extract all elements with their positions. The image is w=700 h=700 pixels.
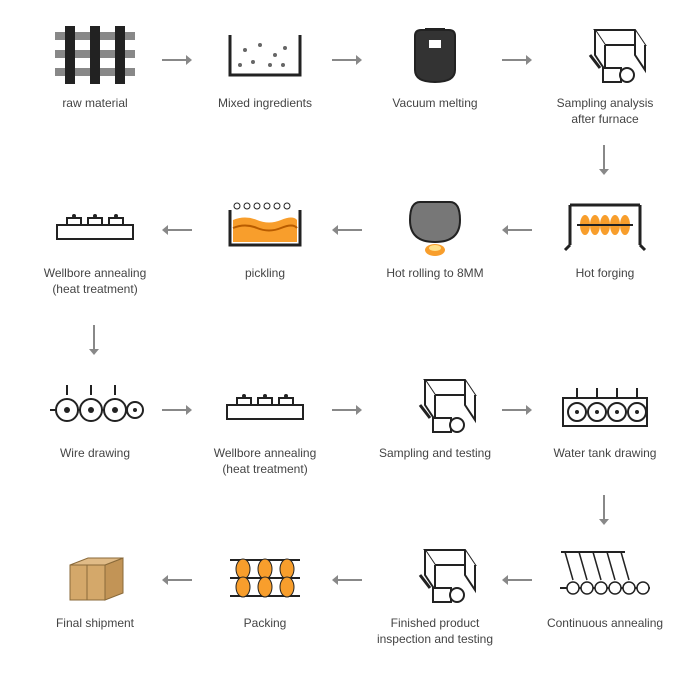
vacuum-melting-icon [385, 20, 485, 90]
final-shipment-label: Final shipment [20, 616, 170, 632]
hot-forging-icon [555, 190, 655, 260]
arrow-7 [87, 325, 101, 361]
sampling-testing-label: Sampling and testing [360, 446, 510, 462]
raw-material-label: raw material [20, 96, 170, 112]
wellbore-annealing-1-icon [45, 190, 145, 260]
pickling-icon [215, 190, 315, 260]
vacuum-melting-label: Vacuum melting [360, 96, 510, 112]
wellbore-annealing-2-icon [215, 370, 315, 440]
arrow-11 [597, 495, 611, 531]
step-wire-drawing: Wire drawing [20, 370, 170, 462]
hot-forging-label: Hot forging [530, 266, 680, 282]
wellbore-annealing-2-label: Wellbore annealing(heat treatment) [190, 446, 340, 477]
arrow-3 [597, 145, 611, 181]
sampling-analysis-icon [555, 20, 655, 90]
arrow-2 [502, 50, 532, 73]
step-wellbore-annealing-1: Wellbore annealing(heat treatment) [20, 190, 170, 297]
continuous-annealing-label: Continuous annealing [530, 616, 680, 632]
arrow-0 [162, 50, 192, 73]
arrow-1 [332, 50, 362, 73]
raw-material-icon [45, 20, 145, 90]
step-final-shipment: Final shipment [20, 540, 170, 632]
arrow-10 [502, 400, 532, 423]
final-shipment-icon [45, 540, 145, 610]
step-mixed-ingredients: Mixed ingredients [190, 20, 340, 112]
finished-inspection-icon [385, 540, 485, 610]
step-sampling-analysis: Sampling analysisafter furnace [530, 20, 680, 127]
mixed-ingredients-icon [215, 20, 315, 90]
wire-drawing-label: Wire drawing [20, 446, 170, 462]
sampling-analysis-label: Sampling analysisafter furnace [530, 96, 680, 127]
finished-inspection-label: Finished productinspection and testing [360, 616, 510, 647]
step-water-tank-drawing: Water tank drawing [530, 370, 680, 462]
step-hot-rolling: Hot rolling to 8MM [360, 190, 510, 282]
hot-rolling-label: Hot rolling to 8MM [360, 266, 510, 282]
arrow-5 [332, 220, 362, 243]
step-raw-material: raw material [20, 20, 170, 112]
arrow-9 [332, 400, 362, 423]
step-wellbore-annealing-2: Wellbore annealing(heat treatment) [190, 370, 340, 477]
sampling-testing-icon [385, 370, 485, 440]
step-hot-forging: Hot forging [530, 190, 680, 282]
arrow-13 [332, 570, 362, 593]
packing-label: Packing [190, 616, 340, 632]
pickling-label: pickling [190, 266, 340, 282]
continuous-annealing-icon [555, 540, 655, 610]
step-continuous-annealing: Continuous annealing [530, 540, 680, 632]
arrow-8 [162, 400, 192, 423]
packing-icon [215, 540, 315, 610]
wellbore-annealing-1-label: Wellbore annealing(heat treatment) [20, 266, 170, 297]
step-packing: Packing [190, 540, 340, 632]
arrow-14 [162, 570, 192, 593]
arrow-4 [502, 220, 532, 243]
water-tank-drawing-label: Water tank drawing [530, 446, 680, 462]
step-finished-inspection: Finished productinspection and testing [360, 540, 510, 647]
arrow-6 [162, 220, 192, 243]
arrow-12 [502, 570, 532, 593]
hot-rolling-icon [385, 190, 485, 260]
wire-drawing-icon [45, 370, 145, 440]
mixed-ingredients-label: Mixed ingredients [190, 96, 340, 112]
step-vacuum-melting: Vacuum melting [360, 20, 510, 112]
water-tank-drawing-icon [555, 370, 655, 440]
step-sampling-testing: Sampling and testing [360, 370, 510, 462]
step-pickling: pickling [190, 190, 340, 282]
